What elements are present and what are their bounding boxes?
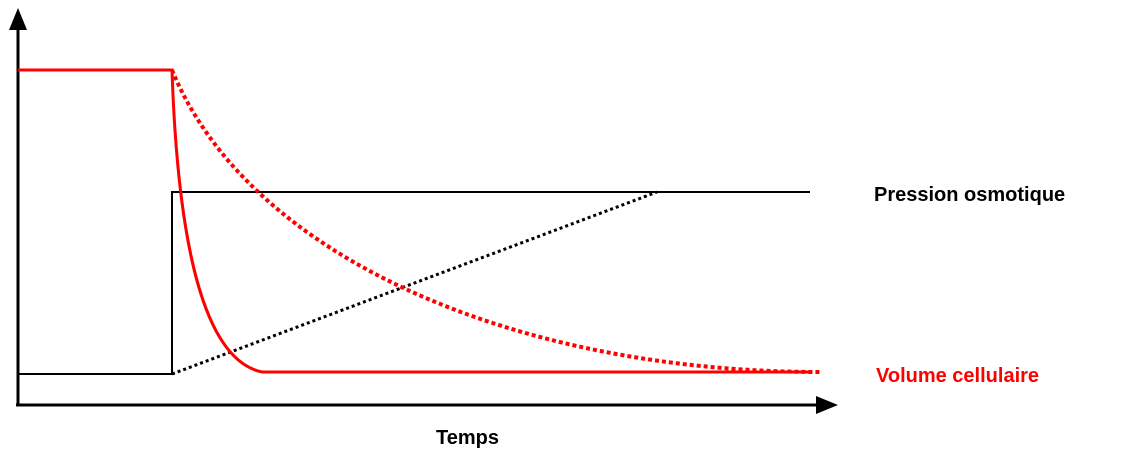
pression-curve-step (18, 191, 810, 375)
pression-label: Pression osmotique (874, 184, 1066, 206)
volume-curve-slow (170, 69, 821, 374)
y-axis-arrow-icon (9, 8, 27, 30)
volume-label: Volume cellulaire (876, 365, 1040, 387)
x-axis-arrow-icon (816, 396, 838, 414)
pression-curve-gradual (171, 190, 658, 376)
volume-curve-fast (18, 68, 810, 374)
x-axis-label: Temps (436, 427, 499, 449)
